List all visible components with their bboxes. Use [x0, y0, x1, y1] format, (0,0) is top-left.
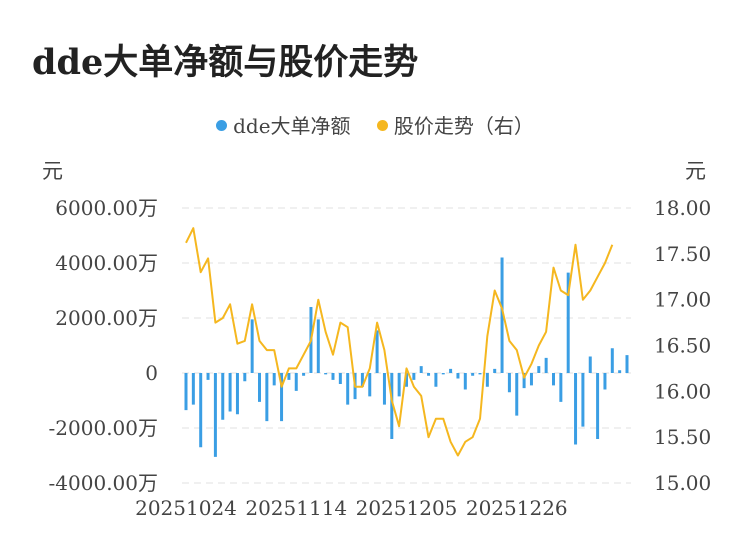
bar-series [184, 257, 629, 457]
bar[interactable] [552, 373, 555, 386]
left-tick-label: 0 [145, 361, 158, 385]
bar[interactable] [427, 373, 431, 376]
bar[interactable] [588, 356, 592, 374]
legend-label-bars: dde大单净额 [233, 114, 351, 138]
grid-lines [182, 207, 631, 484]
price-line [185, 227, 614, 457]
bar[interactable] [272, 373, 276, 386]
bar[interactable] [493, 368, 497, 373]
x-tick-label: 20251205 [356, 496, 458, 520]
bar[interactable] [537, 366, 541, 373]
right-tick-label: 15.00 [654, 471, 711, 495]
right-tick-label: 15.50 [654, 425, 711, 449]
bar[interactable] [258, 373, 261, 402]
right-tick-label: 18.00 [654, 196, 711, 220]
x-axis-ticks: 20251024 20251114 20251205 20251226 [135, 496, 568, 520]
bar[interactable] [574, 373, 578, 445]
x-tick-label: 20251024 [135, 496, 237, 520]
bar[interactable] [213, 373, 217, 457]
right-tick-label: 17.00 [654, 288, 711, 312]
bar[interactable] [566, 272, 570, 373]
bar[interactable] [500, 257, 504, 374]
bar[interactable] [368, 373, 372, 397]
left-axis-unit: 元 [42, 159, 63, 183]
right-tick-label: 16.50 [654, 334, 711, 358]
bar[interactable] [184, 373, 188, 411]
right-axis-ticks: 18.00 17.50 17.00 16.50 16.00 15.50 15.00 [654, 196, 711, 495]
bar[interactable] [235, 373, 239, 415]
bar[interactable] [324, 373, 328, 375]
legend-item-bars[interactable]: dde大单净额 [216, 110, 351, 139]
bar[interactable] [618, 370, 622, 373]
legend-marker-line [376, 120, 388, 131]
legend-item-line[interactable]: 股价走势（右） [376, 110, 534, 139]
bar[interactable] [287, 373, 291, 380]
bar[interactable] [463, 373, 467, 390]
bar[interactable] [397, 373, 401, 397]
chart-title: dde大单净额与股价走势 [32, 42, 419, 83]
left-tick-label: -2000.00万 [49, 416, 158, 440]
x-tick-label: 20251226 [466, 496, 568, 520]
bar[interactable] [412, 373, 416, 380]
bar[interactable] [581, 373, 585, 427]
bar[interactable] [449, 368, 453, 373]
bar[interactable] [434, 373, 438, 387]
bar[interactable] [441, 373, 445, 375]
legend: dde大单净额 股价走势（右） [0, 110, 750, 139]
bar[interactable] [228, 373, 232, 412]
bar[interactable] [559, 373, 563, 402]
bar[interactable] [625, 355, 629, 373]
bar[interactable] [405, 373, 408, 387]
right-axis-unit: 元 [685, 159, 706, 183]
bar[interactable] [346, 373, 350, 405]
legend-marker-bars [216, 120, 228, 131]
bar[interactable] [544, 357, 548, 373]
bar[interactable] [294, 373, 298, 391]
bar[interactable] [360, 373, 364, 387]
bar[interactable] [206, 373, 210, 380]
bar[interactable] [375, 330, 379, 373]
legend-label-line: 股价走势（右） [393, 114, 534, 138]
bar[interactable] [522, 373, 526, 389]
bar[interactable] [331, 373, 335, 380]
left-tick-label: -4000.00万 [49, 471, 158, 495]
bar[interactable] [199, 373, 203, 448]
bar[interactable] [603, 373, 607, 390]
bar[interactable] [280, 373, 284, 422]
bar[interactable] [250, 319, 254, 373]
bar[interactable] [243, 373, 247, 382]
left-tick-label: 2000.00万 [55, 306, 158, 330]
bar[interactable] [515, 373, 519, 416]
bar[interactable] [596, 373, 600, 439]
left-axis-ticks: 6000.00万 4000.00万 2000.00万 0 -2000.00万 -4000.… [49, 196, 158, 495]
bar[interactable] [471, 373, 475, 376]
bar[interactable] [456, 373, 460, 379]
bar[interactable] [338, 373, 342, 384]
bar[interactable] [419, 366, 423, 373]
bar[interactable] [302, 373, 306, 376]
bar[interactable] [390, 373, 394, 439]
bar[interactable] [265, 373, 269, 422]
left-tick-label: 4000.00万 [55, 251, 158, 275]
bar[interactable] [382, 373, 386, 405]
bar[interactable] [221, 373, 225, 420]
x-tick-label: 20251114 [245, 496, 347, 520]
bar[interactable] [529, 373, 533, 386]
bar[interactable] [610, 348, 614, 373]
left-tick-label: 6000.00万 [55, 196, 158, 220]
bar[interactable] [478, 373, 482, 375]
bar[interactable] [191, 373, 195, 405]
right-tick-label: 16.00 [654, 379, 711, 403]
bar[interactable] [485, 373, 489, 387]
axis-labels: 元 元 [42, 159, 706, 183]
bar[interactable] [507, 373, 511, 393]
bar[interactable] [316, 319, 320, 373]
right-tick-label: 17.50 [654, 242, 711, 266]
